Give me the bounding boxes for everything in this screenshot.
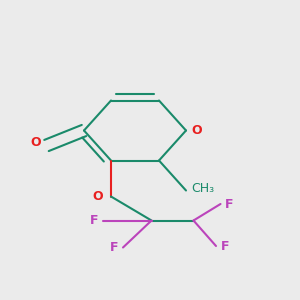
- Text: F: F: [220, 239, 229, 253]
- Text: O: O: [93, 190, 104, 203]
- Text: F: F: [225, 197, 233, 211]
- Text: F: F: [90, 214, 98, 227]
- Text: F: F: [110, 241, 118, 254]
- Text: O: O: [191, 124, 202, 137]
- Text: CH₃: CH₃: [191, 182, 214, 196]
- Text: O: O: [31, 136, 41, 149]
